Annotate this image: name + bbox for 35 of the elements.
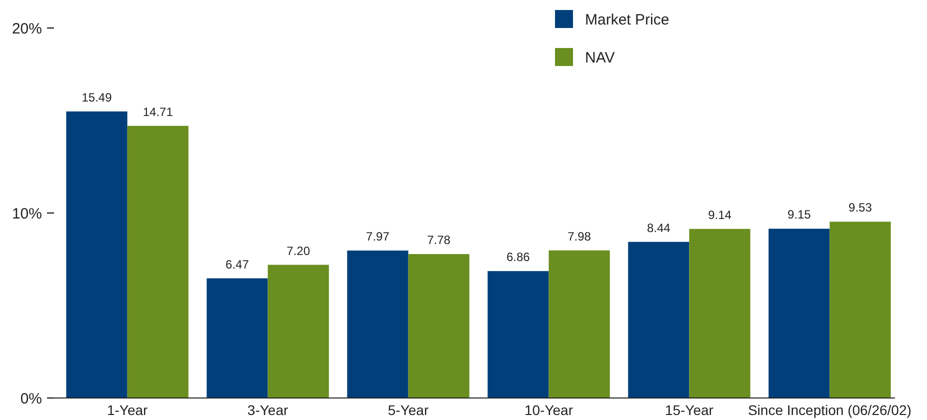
bar bbox=[408, 254, 470, 398]
data-label: 14.71 bbox=[142, 104, 174, 119]
legend-label: Market Price bbox=[585, 11, 670, 28]
bar bbox=[127, 126, 188, 398]
bar bbox=[347, 250, 408, 398]
x-tick-label: 10-Year bbox=[524, 402, 574, 418]
data-label: 7.20 bbox=[286, 244, 310, 258]
data-label: 7.78 bbox=[427, 233, 451, 248]
bar bbox=[548, 250, 610, 398]
bar bbox=[206, 278, 268, 398]
bar bbox=[830, 222, 891, 398]
bar bbox=[66, 111, 128, 398]
x-tick-label: 15-Year bbox=[664, 402, 714, 418]
data-label: 9.15 bbox=[787, 208, 812, 222]
data-label: 6.86 bbox=[506, 250, 530, 264]
x-tick-label: 1-Year bbox=[106, 402, 148, 418]
data-label: 9.14 bbox=[708, 208, 732, 222]
y-tick-label: 10% bbox=[12, 205, 42, 222]
data-label: 7.97 bbox=[366, 230, 390, 244]
bar bbox=[488, 271, 549, 398]
x-tick-label: 3-Year bbox=[247, 402, 288, 418]
x-tick-label: 5-Year bbox=[388, 402, 429, 418]
legend-label: NAV bbox=[585, 49, 615, 66]
bar bbox=[628, 242, 690, 398]
data-label: 15.49 bbox=[82, 90, 112, 104]
bar bbox=[268, 264, 329, 398]
data-label: 7.98 bbox=[568, 229, 592, 244]
data-label: 9.53 bbox=[848, 200, 872, 215]
x-tick-label: Since Inception (06/26/02) bbox=[748, 402, 912, 418]
data-label: 6.47 bbox=[226, 257, 250, 272]
bar bbox=[768, 228, 830, 398]
bar bbox=[689, 228, 750, 398]
data-label: 8.44 bbox=[646, 220, 671, 235]
y-tick-label: 20% bbox=[12, 20, 42, 38]
y-tick-label: 0% bbox=[20, 390, 42, 408]
